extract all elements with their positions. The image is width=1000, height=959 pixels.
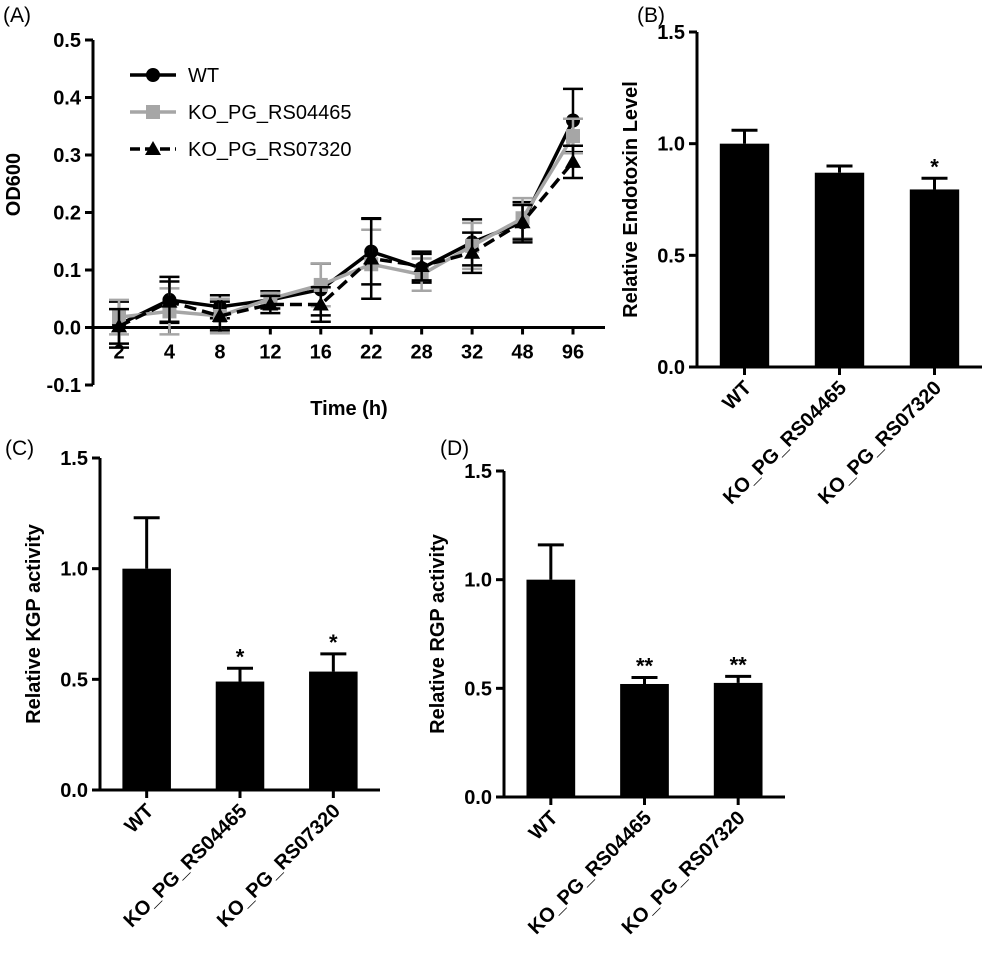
panel-d-significance-label: **: [730, 652, 748, 677]
panel-d-y-tick-label: 0.5: [464, 678, 492, 700]
panel-a-x-axis-title: Time (h): [310, 398, 387, 420]
panel-b-y-axis-title: Relative Endotoxin Level: [620, 81, 642, 318]
panel-a-x-tick-label: 96: [562, 342, 584, 364]
panel-d-x-tick-label: WT: [525, 807, 563, 845]
panel-c-significance-label: *: [236, 644, 245, 669]
panel-a-data-point-triangle: [514, 214, 531, 229]
panel-a-data-point-triangle: [211, 308, 228, 322]
panel-b-bar: [909, 189, 960, 367]
panel-c-bar: [215, 681, 265, 790]
panel-a-data-point-triangle: [262, 296, 279, 311]
panel-b-y-tick-label: 1.0: [657, 134, 685, 156]
panel-d-panel: (D)0.00.51.01.5WT**KO_PG_RS04465**KO_PG_…: [427, 437, 785, 939]
panel-a-data-point-triangle: [464, 244, 481, 259]
panel-c-y-tick-label: 1.0: [60, 559, 88, 581]
panel-b-significance-label: *: [930, 154, 939, 179]
panel-c-y-tick-label: 0.0: [60, 780, 88, 802]
panel-a-panel: (A)-0.10.00.10.20.30.40.52 4 8 12 16 22 28 32 48…: [3, 4, 605, 420]
panel-a-x-tick-label: 22: [360, 342, 382, 364]
panel-c-y-axis-title: Relative KGP activity: [23, 523, 45, 724]
panel-a-y-tick-label: 0.1: [53, 260, 81, 282]
panel-a-x-tick-label: 16: [310, 342, 332, 364]
panel-d-y-axis-title: Relative RGP activity: [427, 533, 449, 734]
panel-a-x-tick-label: 48: [511, 342, 533, 364]
panel-d-y-tick-label: 1.5: [464, 461, 492, 483]
panel-a-legend-label: KO_PG_RS07320: [188, 139, 351, 161]
panel-a-series-line: [118, 135, 575, 319]
panel-b-bar: [719, 143, 770, 367]
panel-d-y-tick-label: 0.0: [464, 787, 492, 809]
panel-a-y-axis-title: OD600: [3, 153, 25, 216]
panel-a-series-0: [109, 87, 583, 349]
panel-b-panel: (B)0.00.51.01.5WTKO_PG_RS04465*KO_PG_RS0…: [620, 4, 982, 509]
panel-a-legend-label: WT: [188, 65, 219, 87]
panel-a-x-tick-label: 2: [113, 342, 124, 364]
panel-d-y-tick-label: 1.0: [464, 570, 492, 592]
panel-a-legend-marker-circle: [146, 68, 160, 82]
panel-a-x-tick-label: 28: [411, 342, 433, 364]
panel-a-series-line: [118, 160, 575, 328]
panel-a-y-tick-label: 0.4: [53, 88, 82, 110]
panel-a-legend-marker-triangle: [145, 141, 161, 155]
panel-a-y-tick-label: -0.1: [47, 375, 81, 397]
panel-a-y-tick-label: 0.0: [53, 318, 81, 340]
panel-a-x-tick-label: 32: [461, 342, 483, 364]
panel-b-y-tick-label: 1.5: [657, 22, 685, 44]
panel-d-bar: [620, 683, 669, 797]
panel-a-y-tick-label: 0.5: [53, 30, 81, 52]
panel-a-data-point-triangle: [312, 296, 329, 311]
panel-a-x-tick-label: 4: [164, 342, 176, 364]
panel-a-data-point-triangle: [111, 318, 127, 333]
panel-a-data-point-triangle: [363, 250, 380, 265]
panel-a-data-point-triangle: [161, 293, 178, 308]
panel-c-bar: [122, 568, 171, 790]
panel-c-significance-label: *: [329, 630, 338, 655]
panel-d-bar: [713, 682, 763, 797]
panel-a-legend-label: KO_PG_RS04465: [188, 102, 351, 124]
panel-b-panel-label: (B): [637, 4, 665, 27]
panel-d-significance-label: **: [636, 653, 654, 678]
panel-a-x-tick-label: 8: [214, 342, 225, 364]
panel-b-bar: [814, 172, 865, 367]
panel-a-x-tick-label: 12: [259, 342, 281, 364]
panel-c-bar: [309, 671, 358, 790]
panel-a-series-2: [109, 144, 583, 345]
panel-d-panel-label: (D): [440, 437, 469, 460]
panel-a-y-tick-label: 0.3: [53, 145, 81, 167]
panel-a-data-point-triangle: [413, 257, 430, 272]
panel-a-data-point-triangle: [564, 153, 581, 168]
panel-a-panel-label: (A): [3, 4, 31, 27]
panel-a-legend-marker-square: [146, 105, 160, 119]
panel-c-panel: (C)0.00.51.01.5WT*KO_PG_RS04465*KO_PG_RS…: [5, 437, 380, 932]
panel-b-y-tick-label: 0.0: [657, 357, 685, 379]
panel-c-panel-label: (C): [5, 437, 34, 460]
panel-c-y-tick-label: 1.5: [60, 448, 88, 470]
panel-a-data-point-square: [565, 129, 580, 144]
panel-a-y-tick-label: 0.2: [53, 203, 81, 225]
panel-b-x-tick-label: WT: [718, 377, 756, 415]
panel-d-bar: [526, 579, 576, 797]
panel-b-y-tick-label: 0.5: [657, 245, 685, 267]
panel-c-y-tick-label: 0.5: [60, 669, 88, 691]
panel-c-x-tick-label: WT: [121, 800, 159, 838]
